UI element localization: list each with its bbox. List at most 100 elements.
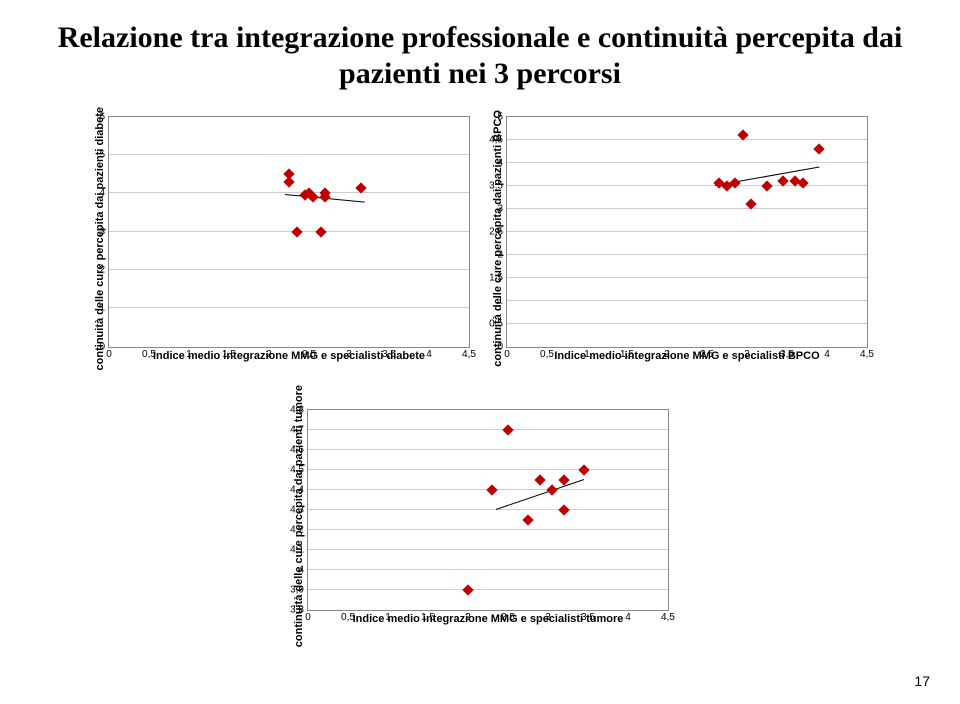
xtick-label: 1 [385,612,391,623]
xtick-label: 2,5 [700,349,714,360]
xtick-label: 1 [186,349,192,360]
ytick-label: 1 [99,303,105,314]
xtick-label: 4,5 [661,612,675,623]
gridline [507,162,867,163]
xtick-label: 0,5 [341,612,355,623]
data-point [797,178,808,189]
ytick-label: 5 [497,111,503,122]
xtick-label: 0 [504,349,510,360]
gridline [109,154,469,155]
xtick-label: 4,5 [860,349,874,360]
xtick-label: 0,5 [540,349,554,360]
gridline [308,529,668,530]
gridline [507,185,867,186]
ytick-label: 4 [99,188,105,199]
ytick-label: 4,4 [290,484,304,495]
ytick-label: 4 [298,564,304,575]
data-point [761,180,772,191]
ytick-label: 0 [99,341,105,352]
gridline [507,208,867,209]
gridline [507,254,867,255]
data-point [283,176,294,187]
xtick-label: 2,5 [302,349,316,360]
data-point [502,424,513,435]
gridline [308,509,668,510]
ytick-label: 4,6 [290,444,304,455]
gridline [308,549,668,550]
top-charts-row: continuità delle cure percepita dai pazi… [30,107,930,370]
gridline [308,429,668,430]
data-point [558,504,569,515]
xtick-label: 4 [426,349,432,360]
xtick-label: 3,5 [780,349,794,360]
ytick-label: 4,1 [290,544,304,555]
gridline [507,231,867,232]
xtick-label: 3,5 [581,612,595,623]
ytick-label: 2,5 [489,226,503,237]
page-number: 17 [914,673,930,689]
ytick-label: 3 [497,203,503,214]
data-point [522,514,533,525]
xtick-label: 1,5 [421,612,435,623]
ytick-label: 4,2 [290,524,304,535]
gridline [109,231,469,232]
chart1-plot: 012345600,511,522,533,544,5 [108,116,470,348]
ytick-label: 4 [497,157,503,168]
gridline [109,192,469,193]
data-point [486,484,497,495]
ytick-label: 3,9 [290,584,304,595]
xtick-label: 2 [664,349,670,360]
gridline [308,589,668,590]
data-point [813,143,824,154]
gridline [507,139,867,140]
chart-bpco: continuità delle cure percepita dai pazi… [490,107,868,370]
ytick-label: 0,5 [489,318,503,329]
gridline [109,269,469,270]
xtick-label: 2 [465,612,471,623]
xtick-label: 4 [824,349,830,360]
data-point [291,226,302,237]
data-point [462,584,473,595]
xtick-label: 4 [625,612,631,623]
ytick-label: 1,5 [489,272,503,283]
data-point [546,484,557,495]
chart1-ylabel: continuità delle cure percepita dai pazi… [92,107,108,370]
xtick-label: 0 [106,349,112,360]
ytick-label: 4,5 [290,464,304,475]
chart-diabete: continuità delle cure percepita dai pazi… [92,107,470,370]
ytick-label: 4,3 [290,504,304,515]
gridline [308,469,668,470]
xtick-label: 4,5 [462,349,476,360]
chart3-plot: 3,83,944,14,24,34,44,54,64,74,800,511,52… [307,409,669,611]
gridline [109,307,469,308]
ytick-label: 5 [99,150,105,161]
chart2-plot: 00,511,522,533,544,5500,511,522,533,544,… [506,116,868,348]
ytick-label: 2 [99,265,105,276]
data-point [578,464,589,475]
xtick-label: 2 [266,349,272,360]
ytick-label: 3 [99,226,105,237]
xtick-label: 0,5 [142,349,156,360]
xtick-label: 3 [346,349,352,360]
xtick-label: 0 [305,612,311,623]
bottom-chart-row: continuità delle cure percepita dai pazi… [30,385,930,647]
ytick-label: 4,5 [489,134,503,145]
gridline [507,323,867,324]
chart-tumore: continuità delle cure percepita dai pazi… [291,385,669,647]
xtick-label: 2,5 [501,612,515,623]
page-title: Relazione tra integrazione professionale… [30,20,930,92]
gridline [308,569,668,570]
xtick-label: 1,5 [620,349,634,360]
ytick-label: 1 [497,295,503,306]
ytick-label: 4,7 [290,424,304,435]
ytick-label: 6 [99,111,105,122]
gridline [507,277,867,278]
ytick-label: 4,8 [290,404,304,415]
xtick-label: 3,5 [382,349,396,360]
xtick-label: 1 [584,349,590,360]
xtick-label: 1,5 [222,349,236,360]
data-point [315,226,326,237]
ytick-label: 0 [497,341,503,352]
xtick-label: 3 [744,349,750,360]
ytick-label: 3,8 [290,604,304,615]
